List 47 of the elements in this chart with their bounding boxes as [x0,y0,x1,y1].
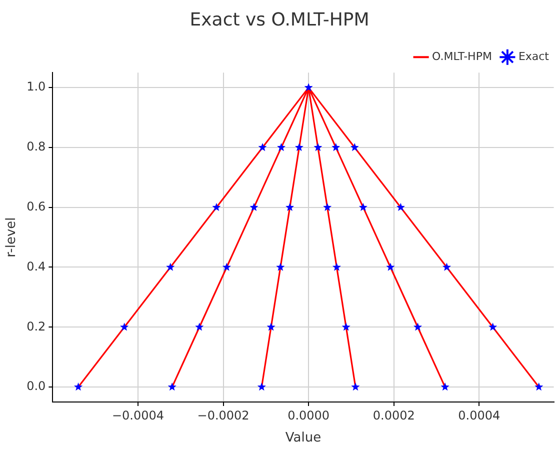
point [250,202,258,211]
legend-label: Exact [518,50,550,63]
point [286,202,294,211]
point [358,202,368,211]
point [440,382,450,391]
point [195,322,204,331]
point [120,322,129,331]
x-tick-label: −0.0002 [197,408,250,422]
x-tick-label: 0.0004 [458,408,500,422]
point [332,262,341,271]
point [386,262,395,271]
point [166,262,175,271]
y-tick-label: 0.0 [26,379,46,394]
point [277,142,286,152]
point [413,322,422,331]
chart-title: Exact vs O.MLT-HPM [190,9,370,30]
y-tick-label: 1.0 [26,80,46,94]
point [350,142,359,152]
point [266,322,276,331]
point [342,322,350,331]
point [222,262,231,271]
point [332,142,340,152]
point [442,262,452,271]
point [168,382,176,391]
legend-label: O.MLT-HPM [432,50,492,63]
y-tick-label: 0.8 [26,140,46,154]
point [488,322,498,331]
point [304,83,313,92]
point [212,202,221,211]
point [534,382,544,391]
point [258,142,267,152]
y-tick-label: 0.2 [26,319,46,334]
point [276,262,285,271]
x-tick-label: 0.0000 [288,408,330,422]
y-axis-title: r-level [4,217,20,258]
point [74,382,83,391]
point [314,142,322,152]
y-tick-label: 0.4 [26,259,46,274]
x-tick-label: −0.0004 [112,408,164,422]
y-tick-label: 0.6 [26,199,46,214]
point [323,202,332,211]
x-axis-title: Value [285,430,322,446]
point [294,142,304,152]
point [351,382,360,391]
x-tick-label: 0.0002 [372,408,415,422]
point [396,202,405,211]
point [257,382,266,391]
